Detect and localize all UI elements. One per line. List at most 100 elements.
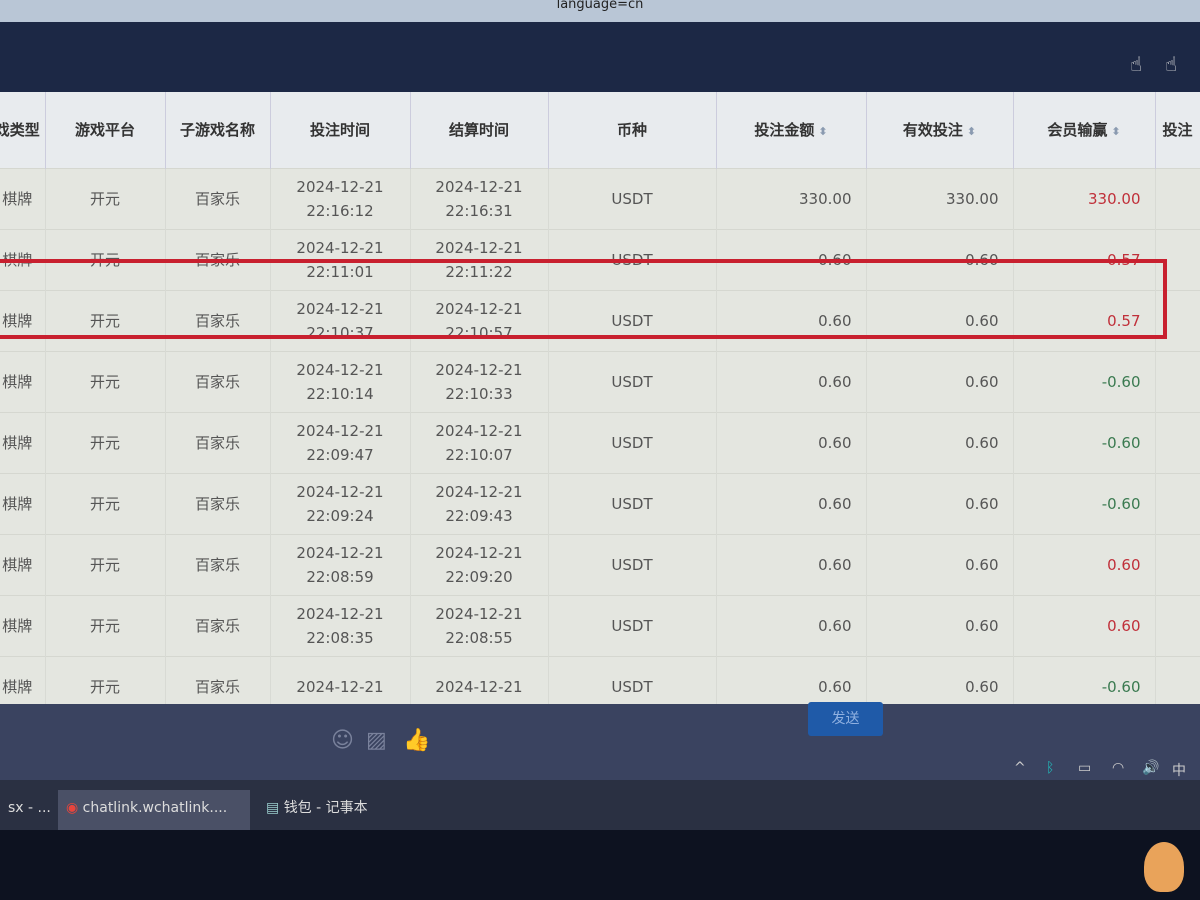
cell-platform: 开元: [45, 594, 166, 656]
cell-text: USDT: [611, 311, 653, 330]
column-header-label: 子游戏名称: [179, 121, 255, 140]
column-header: 子游戏名称: [165, 92, 271, 168]
column-header[interactable]: 会员输赢 ⬍: [1013, 92, 1156, 168]
cell-type: 棋牌: [0, 289, 46, 351]
cell-amount: 330.00: [716, 167, 867, 229]
cell-bet_date: 2024-12-21 22:09:47: [270, 411, 411, 473]
cell-text: 22:11:22: [445, 262, 513, 281]
cell-text: 2024-12-21: [435, 677, 523, 696]
column-header: 投注: [1155, 92, 1200, 168]
cell-extra: [1155, 167, 1200, 229]
cell-bet_date: 2024-12-21 22:11:01: [270, 228, 411, 290]
column-header: 游戏平台: [45, 92, 166, 168]
cell-bet_date: 2024-12-21 22:10:37: [270, 289, 411, 351]
cell-winloss: -0.60: [1013, 350, 1156, 412]
cell-valid: 0.60: [866, 350, 1014, 412]
cell-text: 2024-12-21: [435, 360, 523, 379]
cell-text: -0.60: [1101, 677, 1141, 696]
column-header-label: 币种: [616, 121, 647, 140]
thumbs-up-icon[interactable]: 👍: [403, 728, 431, 753]
column-header[interactable]: 有效投注 ⬍: [866, 92, 1014, 168]
cell-text: 22:09:47: [306, 445, 374, 464]
column-header: 戏类型: [0, 92, 46, 168]
table-header-row: 戏类型 游戏平台 子游戏名称 投注时间 结算时间 币种 投注金额 ⬍ 有效投注 ⬍ 会员输赢 ⬍ 投注: [0, 92, 1200, 168]
column-header[interactable]: 投注金额 ⬍: [716, 92, 867, 168]
cell-amount: 0.60: [716, 533, 867, 595]
table-row[interactable]: 棋牌 开元 百家乐 2024-12-21 22:08:35 2024-12-21 22:08…: [0, 594, 1200, 656]
cell-text: 2024-12-21: [435, 543, 523, 562]
send-button[interactable]: 发送: [808, 702, 883, 736]
cell-text: 330.00: [799, 189, 852, 208]
emoji-icon[interactable]: ☺: [331, 728, 354, 753]
cell-text: 开元: [89, 250, 120, 269]
sort-icon[interactable]: ⬍: [818, 125, 828, 139]
cell-text: 棋牌: [2, 555, 33, 574]
cell-extra: [1155, 228, 1200, 290]
gesture-icon-2[interactable]: ☝: [1165, 52, 1178, 76]
column-header-label: 投注时间: [309, 121, 370, 140]
cell-text: 0.60: [818, 494, 852, 513]
cell-text: 0.60: [965, 372, 999, 391]
cell-text: 百家乐: [194, 616, 240, 635]
table-row[interactable]: 棋牌 开元 百家乐 2024-12-21 22:09:47 2024-12-21 22:10…: [0, 411, 1200, 473]
cell-settle_date: 2024-12-21 22:09:43: [410, 472, 549, 534]
taskbar-label: chatlink.wchatlink....: [82, 800, 228, 816]
cell-winloss: -0.60: [1013, 411, 1156, 473]
volume-icon[interactable]: 🔊: [1142, 760, 1160, 776]
image-icon[interactable]: ▨: [366, 728, 387, 753]
cell-currency: USDT: [548, 350, 717, 412]
table-row[interactable]: 棋牌 开元 百家乐 2024-12-21 22:11:01 2024-12-21 22:11…: [0, 228, 1200, 290]
cell-extra: [1155, 289, 1200, 351]
cell-extra: [1155, 411, 1200, 473]
wifi-icon[interactable]: ◠: [1112, 760, 1125, 776]
cell-amount: 0.60: [716, 350, 867, 412]
watermark-logo: [1144, 842, 1184, 892]
cell-platform: 开元: [45, 472, 166, 534]
cell-valid: 0.60: [866, 594, 1014, 656]
ime-indicator[interactable]: 中: [1172, 763, 1186, 779]
cell-text: 开元: [89, 555, 120, 574]
cell-bet_date: 2024-12-21 22:08:35: [270, 594, 411, 656]
cell-winloss: 0.60: [1013, 533, 1156, 595]
cell-text: USDT: [611, 433, 653, 452]
cell-winloss: -0.60: [1013, 472, 1156, 534]
table-row[interactable]: 棋牌 开元 百家乐 2024-12-21 22:08:59 2024-12-21 22:09…: [0, 533, 1200, 595]
column-header-label: 会员输赢: [1047, 121, 1108, 140]
taskbar-label: 钱包 - 记事本: [283, 800, 368, 816]
cell-text: 棋牌: [2, 189, 33, 208]
cell-settle_date: 2024-12-21 22:10:07: [410, 411, 549, 473]
cell-type: 棋牌: [0, 411, 46, 473]
gesture-icon[interactable]: ☝: [1130, 52, 1143, 76]
cell-text: 棋牌: [2, 372, 33, 391]
cell-text: -0.60: [1101, 494, 1141, 513]
table-row[interactable]: 棋牌 开元 百家乐 2024-12-21 2024-12-21 USDT 0.60 0.60 -…: [0, 655, 1200, 704]
taskbar-item-sx[interactable]: sx - ...: [8, 800, 51, 816]
cell-text: 330.00: [946, 189, 999, 208]
tray-expand-icon[interactable]: ^: [1014, 760, 1026, 776]
cell-text: 0.60: [965, 677, 999, 696]
cell-text: 棋牌: [2, 677, 33, 696]
sort-icon[interactable]: ⬍: [966, 125, 977, 139]
address-bar[interactable]: language=cn: [0, 0, 1200, 22]
table-row[interactable]: 棋牌 开元 百家乐 2024-12-21 22:10:14 2024-12-21 22:10…: [0, 350, 1200, 412]
table-row[interactable]: 棋牌 开元 百家乐 2024-12-21 22:16:12 2024-12-21 22:16…: [0, 167, 1200, 229]
sort-icon[interactable]: ⬍: [1111, 125, 1121, 139]
bluetooth-icon[interactable]: ᛒ: [1046, 760, 1055, 776]
table-row[interactable]: 棋牌 开元 百家乐 2024-12-21 22:09:24 2024-12-21 22:09…: [0, 472, 1200, 534]
cell-text: 2024-12-21: [435, 177, 523, 196]
taskbar-item-notepad[interactable]: ▤ 钱包 - 记事本: [258, 790, 436, 830]
cell-text: 0.60: [965, 555, 999, 574]
cell-text: 0.60: [818, 433, 852, 452]
cell-text: 2024-12-21: [296, 677, 384, 696]
cell-winloss: -0.60: [1013, 655, 1156, 704]
cell-settle_date: 2024-12-21: [410, 655, 549, 704]
table-row[interactable]: 棋牌 开元 百家乐 2024-12-21 22:10:37 2024-12-21 22:10…: [0, 289, 1200, 351]
cell-winloss: 330.00: [1013, 167, 1156, 229]
battery-icon[interactable]: ▭: [1078, 760, 1092, 776]
cell-amount: 0.60: [716, 289, 867, 351]
chat-input-bar[interactable]: [0, 704, 1200, 780]
taskbar-item-chrome[interactable]: ◉ chatlink.wchatlink....: [58, 790, 250, 830]
cell-winloss: 0.60: [1013, 594, 1156, 656]
cell-text: 2024-12-21: [296, 299, 384, 318]
cell-text: 0.57: [1107, 311, 1141, 330]
